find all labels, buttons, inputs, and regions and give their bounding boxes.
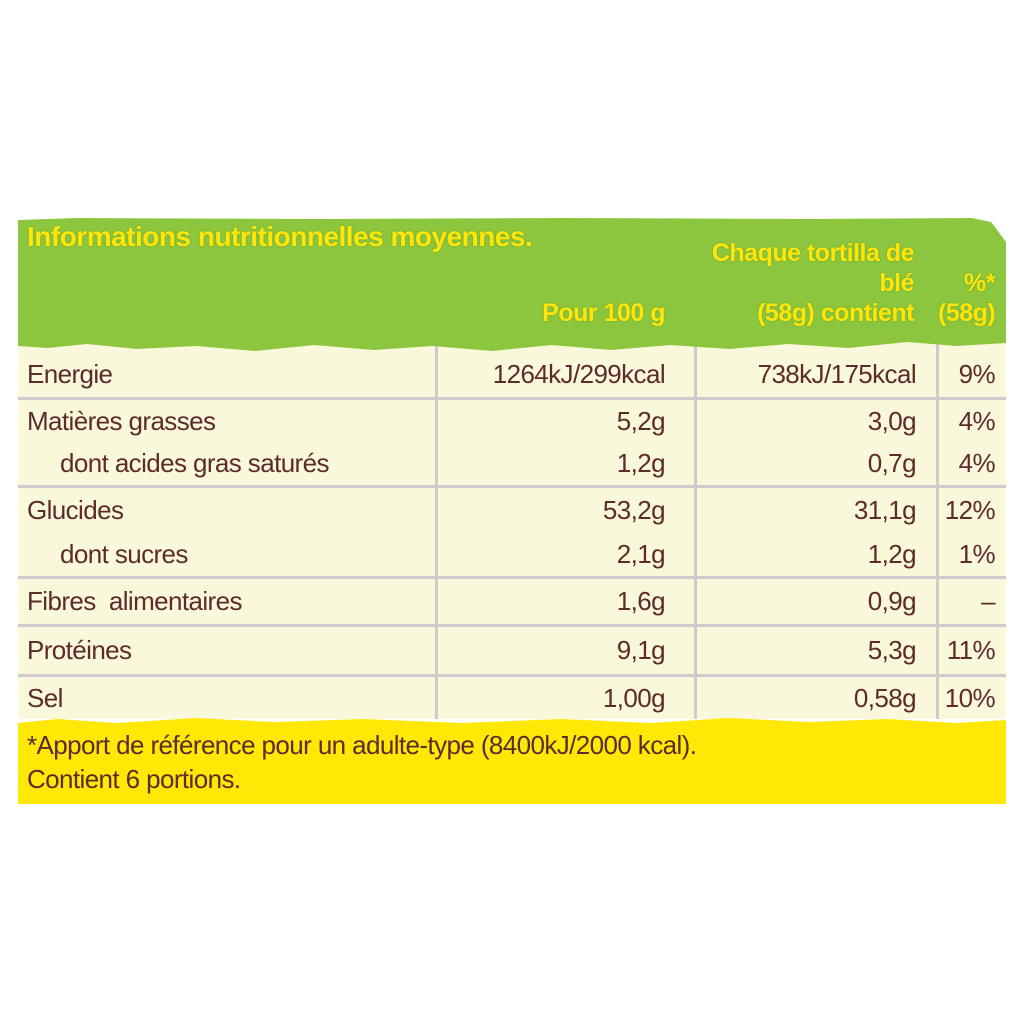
reference-intake-note: *Apport de référence pour un adulte-type… <box>27 730 697 760</box>
nutrient-sublabel: dont sucres <box>60 538 188 569</box>
value-per-100g: 5,2g <box>616 405 666 436</box>
column-header-per-portion: Chaque tortilla de blé (58g) contient <box>711 239 915 327</box>
nutrient-label: Matières grasses <box>27 405 216 436</box>
table-row-sucres: dont sucres 2,1g 1,2g 1% <box>18 532 1006 576</box>
nutrient-label: Glucides <box>27 494 124 525</box>
table-row-energie: Energie 1264kJ/299kcal 738kJ/175kcal 9% <box>18 352 1006 397</box>
value-percent: 10% <box>944 682 996 713</box>
value-percent: 9% <box>958 359 996 389</box>
column-header-percent: %* (58g) <box>938 269 996 327</box>
column-divider-1 <box>435 338 438 719</box>
column-divider-2 <box>694 338 697 719</box>
column-divider-3 <box>936 338 939 719</box>
column-headers: Pour 100 g Chaque tortilla de blé (58g) … <box>18 238 1006 328</box>
value-percent: 4% <box>958 405 996 436</box>
row-separator <box>18 624 1006 627</box>
value-per-portion: 0,9g <box>867 586 917 616</box>
nutrient-label: Fibres alimentaires <box>27 586 242 616</box>
value-per-portion: 0,7g <box>867 448 917 478</box>
table-row-matieres-grasses: Matières grasses 5,2g 3,0g 4% <box>18 400 1006 442</box>
value-per-100g: 1264kJ/299kcal <box>492 359 666 389</box>
value-per-portion: 1,2g <box>867 538 917 569</box>
table-row-acides-gras-satures: dont acides gras saturés 1,2g 0,7g 4% <box>18 442 1006 485</box>
value-per-portion: 0,58g <box>853 682 917 713</box>
value-per-portion: 31,1g <box>853 494 917 525</box>
value-per-100g: 1,00g <box>602 682 666 713</box>
value-per-portion: 3,0g <box>867 405 917 436</box>
nutrient-label: Sel <box>27 682 63 713</box>
nutrient-label: Energie <box>27 359 113 389</box>
row-separator <box>18 485 1006 488</box>
table-row-proteines: Protéines 9,1g 5,3g 11% <box>18 627 1006 674</box>
value-per-portion: 738kJ/175kcal <box>757 359 917 389</box>
value-per-100g: 2,1g <box>616 538 666 569</box>
row-separator <box>18 674 1006 677</box>
nutrition-header-band: Informations nutritionnelles moyennes. P… <box>18 218 1006 351</box>
value-percent: 1% <box>958 538 996 569</box>
value-per-100g: 1,6g <box>616 586 666 616</box>
portions-note: Contient 6 portions. <box>27 764 241 794</box>
value-percent: 4% <box>958 448 996 478</box>
row-separator <box>18 397 1006 400</box>
value-per-100g: 9,1g <box>616 635 666 665</box>
nutrition-label-panel: Informations nutritionnelles moyennes. P… <box>18 218 1006 804</box>
row-separator <box>18 576 1006 579</box>
nutrition-title: Informations nutritionnelles moyennes. <box>27 221 533 252</box>
value-percent: 11% <box>946 635 996 665</box>
value-per-100g: 53,2g <box>602 494 666 525</box>
nutrient-label: Protéines <box>27 635 132 665</box>
value-percent: 12% <box>944 494 996 525</box>
nutrient-sublabel: dont acides gras saturés <box>60 448 329 478</box>
value-percent: – <box>981 586 995 616</box>
value-per-portion: 5,3g <box>867 635 917 665</box>
value-per-100g: 1,2g <box>616 448 666 478</box>
column-header-per-100g: Pour 100 g <box>542 299 665 327</box>
table-row-glucides: Glucides 53,2g 31,1g 12% <box>18 488 1006 532</box>
table-row-fibres: Fibres alimentaires 1,6g 0,9g – <box>18 579 1006 624</box>
reference-footnote-band: *Apport de référence pour un adulte-type… <box>18 718 1006 804</box>
nutrition-table: Energie 1264kJ/299kcal 738kJ/175kcal 9% … <box>18 338 1006 719</box>
table-row-sel: Sel 1,00g 0,58g 10% <box>18 677 1006 719</box>
